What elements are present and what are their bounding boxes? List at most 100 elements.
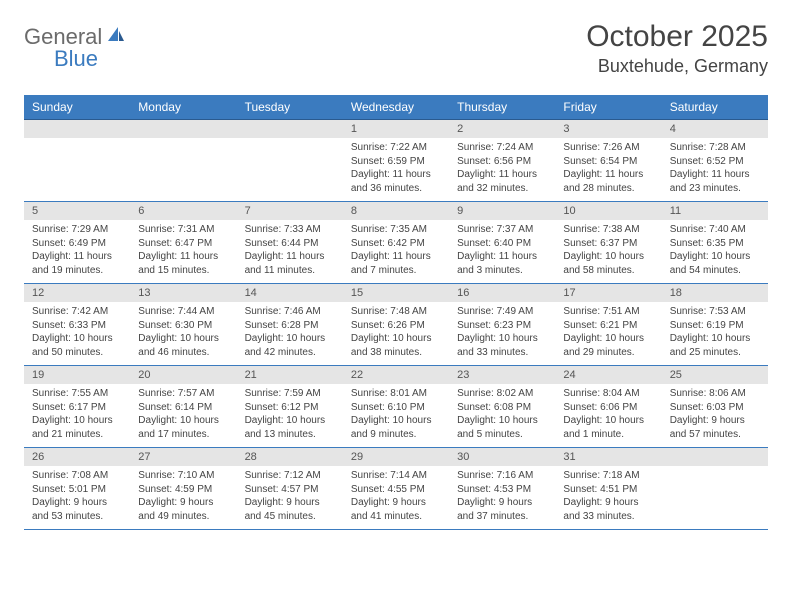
day-info: Sunrise: 7:49 AMSunset: 6:23 PMDaylight:… (449, 302, 555, 363)
day-info: Sunrise: 7:18 AMSunset: 4:51 PMDaylight:… (555, 466, 661, 527)
day-info: Sunrise: 7:35 AMSunset: 6:42 PMDaylight:… (343, 220, 449, 281)
sunrise-text: Sunrise: 7:51 AM (563, 305, 653, 319)
day-info: Sunrise: 7:38 AMSunset: 6:37 PMDaylight:… (555, 220, 661, 281)
day-number: 29 (343, 448, 449, 466)
daylight-text: Daylight: 10 hours and 38 minutes. (351, 332, 441, 359)
sunrise-text: Sunrise: 8:04 AM (563, 387, 653, 401)
day-number: 28 (237, 448, 343, 466)
sunrise-text: Sunrise: 7:49 AM (457, 305, 547, 319)
calendar-week-row: 1Sunrise: 7:22 AMSunset: 6:59 PMDaylight… (24, 120, 768, 202)
day-number: 26 (24, 448, 130, 466)
weekday-header: Wednesday (343, 95, 449, 120)
daylight-text: Daylight: 10 hours and 5 minutes. (457, 414, 547, 441)
weekday-header: Thursday (449, 95, 555, 120)
sunrise-text: Sunrise: 7:31 AM (138, 223, 228, 237)
calendar-day-cell: 8Sunrise: 7:35 AMSunset: 6:42 PMDaylight… (343, 202, 449, 284)
daylight-text: Daylight: 9 hours and 41 minutes. (351, 496, 441, 523)
daylight-text: Daylight: 10 hours and 13 minutes. (245, 414, 335, 441)
day-number: 17 (555, 284, 661, 302)
calendar-day-cell: 18Sunrise: 7:53 AMSunset: 6:19 PMDayligh… (662, 284, 768, 366)
sunrise-text: Sunrise: 7:26 AM (563, 141, 653, 155)
day-info: Sunrise: 7:28 AMSunset: 6:52 PMDaylight:… (662, 138, 768, 199)
sunrise-text: Sunrise: 7:35 AM (351, 223, 441, 237)
sunrise-text: Sunrise: 7:28 AM (670, 141, 760, 155)
day-info: Sunrise: 7:40 AMSunset: 6:35 PMDaylight:… (662, 220, 768, 281)
day-number (237, 120, 343, 138)
day-number (24, 120, 130, 138)
day-number: 30 (449, 448, 555, 466)
calendar-day-cell: 1Sunrise: 7:22 AMSunset: 6:59 PMDaylight… (343, 120, 449, 202)
day-info: Sunrise: 7:57 AMSunset: 6:14 PMDaylight:… (130, 384, 236, 445)
sunset-text: Sunset: 6:08 PM (457, 401, 547, 415)
sunset-text: Sunset: 6:44 PM (245, 237, 335, 251)
sunset-text: Sunset: 6:12 PM (245, 401, 335, 415)
daylight-text: Daylight: 11 hours and 28 minutes. (563, 168, 653, 195)
day-number: 1 (343, 120, 449, 138)
sunrise-text: Sunrise: 7:44 AM (138, 305, 228, 319)
weekday-header: Friday (555, 95, 661, 120)
sunrise-text: Sunrise: 7:53 AM (670, 305, 760, 319)
calendar-day-cell: 26Sunrise: 7:08 AMSunset: 5:01 PMDayligh… (24, 448, 130, 530)
day-number: 31 (555, 448, 661, 466)
sunset-text: Sunset: 6:10 PM (351, 401, 441, 415)
day-info: Sunrise: 7:29 AMSunset: 6:49 PMDaylight:… (24, 220, 130, 281)
day-info: Sunrise: 7:26 AMSunset: 6:54 PMDaylight:… (555, 138, 661, 199)
sunset-text: Sunset: 4:51 PM (563, 483, 653, 497)
daylight-text: Daylight: 10 hours and 25 minutes. (670, 332, 760, 359)
sunset-text: Sunset: 6:19 PM (670, 319, 760, 333)
sunset-text: Sunset: 6:42 PM (351, 237, 441, 251)
day-number: 23 (449, 366, 555, 384)
weekday-header: Tuesday (237, 95, 343, 120)
day-info: Sunrise: 7:14 AMSunset: 4:55 PMDaylight:… (343, 466, 449, 527)
sunrise-text: Sunrise: 7:46 AM (245, 305, 335, 319)
sunset-text: Sunset: 5:01 PM (32, 483, 122, 497)
sunset-text: Sunset: 6:49 PM (32, 237, 122, 251)
title-block: October 2025 Buxtehude, Germany (586, 20, 768, 77)
day-info: Sunrise: 7:12 AMSunset: 4:57 PMDaylight:… (237, 466, 343, 527)
daylight-text: Daylight: 10 hours and 42 minutes. (245, 332, 335, 359)
calendar-day-cell: 11Sunrise: 7:40 AMSunset: 6:35 PMDayligh… (662, 202, 768, 284)
daylight-text: Daylight: 9 hours and 49 minutes. (138, 496, 228, 523)
sunset-text: Sunset: 6:26 PM (351, 319, 441, 333)
day-number: 2 (449, 120, 555, 138)
calendar-day-cell: 31Sunrise: 7:18 AMSunset: 4:51 PMDayligh… (555, 448, 661, 530)
calendar-day-cell: 15Sunrise: 7:48 AMSunset: 6:26 PMDayligh… (343, 284, 449, 366)
day-number: 9 (449, 202, 555, 220)
day-number: 11 (662, 202, 768, 220)
daylight-text: Daylight: 10 hours and 1 minute. (563, 414, 653, 441)
daylight-text: Daylight: 11 hours and 32 minutes. (457, 168, 547, 195)
sunrise-text: Sunrise: 7:22 AM (351, 141, 441, 155)
sunset-text: Sunset: 6:28 PM (245, 319, 335, 333)
logo-text-blue: Blue (54, 46, 98, 71)
sunrise-text: Sunrise: 8:06 AM (670, 387, 760, 401)
sunset-text: Sunset: 6:23 PM (457, 319, 547, 333)
calendar-day-cell: 29Sunrise: 7:14 AMSunset: 4:55 PMDayligh… (343, 448, 449, 530)
daylight-text: Daylight: 10 hours and 29 minutes. (563, 332, 653, 359)
day-info: Sunrise: 8:04 AMSunset: 6:06 PMDaylight:… (555, 384, 661, 445)
sunrise-text: Sunrise: 7:59 AM (245, 387, 335, 401)
sunset-text: Sunset: 6:52 PM (670, 155, 760, 169)
day-number: 27 (130, 448, 236, 466)
sunrise-text: Sunrise: 8:01 AM (351, 387, 441, 401)
daylight-text: Daylight: 9 hours and 57 minutes. (670, 414, 760, 441)
calendar-day-cell: 30Sunrise: 7:16 AMSunset: 4:53 PMDayligh… (449, 448, 555, 530)
header: General October 2025 Buxtehude, Germany (24, 20, 768, 77)
day-info: Sunrise: 8:02 AMSunset: 6:08 PMDaylight:… (449, 384, 555, 445)
sunrise-text: Sunrise: 7:42 AM (32, 305, 122, 319)
sunset-text: Sunset: 6:30 PM (138, 319, 228, 333)
daylight-text: Daylight: 11 hours and 3 minutes. (457, 250, 547, 277)
calendar-body: 1Sunrise: 7:22 AMSunset: 6:59 PMDaylight… (24, 120, 768, 530)
sunset-text: Sunset: 6:03 PM (670, 401, 760, 415)
calendar-day-cell (130, 120, 236, 202)
calendar-day-cell: 10Sunrise: 7:38 AMSunset: 6:37 PMDayligh… (555, 202, 661, 284)
day-info: Sunrise: 7:08 AMSunset: 5:01 PMDaylight:… (24, 466, 130, 527)
day-number (130, 120, 236, 138)
day-info: Sunrise: 7:48 AMSunset: 6:26 PMDaylight:… (343, 302, 449, 363)
day-info: Sunrise: 7:42 AMSunset: 6:33 PMDaylight:… (24, 302, 130, 363)
calendar-day-cell: 14Sunrise: 7:46 AMSunset: 6:28 PMDayligh… (237, 284, 343, 366)
weekday-header: Sunday (24, 95, 130, 120)
weekday-header: Monday (130, 95, 236, 120)
day-number: 8 (343, 202, 449, 220)
calendar-day-cell: 17Sunrise: 7:51 AMSunset: 6:21 PMDayligh… (555, 284, 661, 366)
month-title: October 2025 (586, 20, 768, 54)
